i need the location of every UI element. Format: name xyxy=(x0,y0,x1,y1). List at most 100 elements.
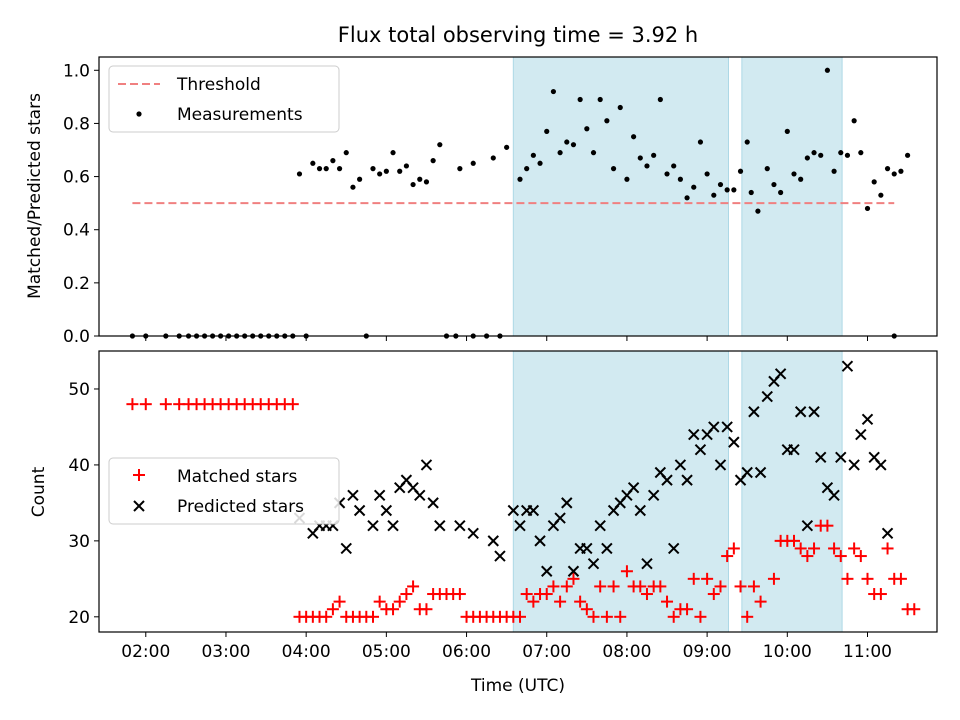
measurement-point xyxy=(884,166,891,172)
measurement-point xyxy=(383,168,389,174)
measurement-point xyxy=(717,181,724,188)
measurement-point xyxy=(310,160,316,166)
measurement-point xyxy=(597,96,603,103)
predicted-star-marker xyxy=(541,565,553,577)
predicted-star-marker xyxy=(641,557,653,570)
matched-star-marker xyxy=(707,588,720,601)
matched-star-marker xyxy=(407,580,420,593)
x-tick-label: 07:00 xyxy=(522,642,571,662)
matched-star-marker xyxy=(574,595,587,608)
matched-star-marker xyxy=(701,572,714,585)
predicted-star-marker xyxy=(681,474,693,486)
predicted-star-marker xyxy=(507,504,520,517)
predicted-star-marker xyxy=(414,489,426,502)
matched-star-marker xyxy=(453,588,466,601)
matched-star-marker xyxy=(661,595,674,608)
matched-star-marker xyxy=(139,398,152,411)
predicted-star-marker xyxy=(667,542,680,555)
measurement-point xyxy=(871,179,877,185)
measurement-point xyxy=(891,171,897,177)
measurement-point xyxy=(437,142,443,148)
x-tick-label: 05:00 xyxy=(362,642,411,662)
measurement-point xyxy=(844,152,851,158)
matched-star-marker xyxy=(801,550,814,563)
matched-star-marker xyxy=(721,550,734,563)
predicted-star-marker xyxy=(420,459,433,471)
matched-star-marker xyxy=(393,595,406,608)
measurement-point xyxy=(524,166,530,172)
matched-star-marker xyxy=(620,565,633,578)
top-shaded-interval-1 xyxy=(741,56,843,337)
matched-star-marker xyxy=(560,580,573,593)
measurement-point xyxy=(330,158,336,164)
measurement-point xyxy=(423,179,430,185)
predicted-star-marker xyxy=(748,406,760,418)
predicted-star-marker xyxy=(494,550,506,562)
measurements-legend-label: Measurements xyxy=(177,105,303,125)
measurement-point xyxy=(390,150,396,156)
predicted-star-marker xyxy=(774,368,787,380)
predicted-star-marker xyxy=(454,519,466,532)
top-axes-frame xyxy=(98,56,938,337)
measurement-point xyxy=(323,166,329,172)
top-legend: Threshold Measurements xyxy=(108,65,340,133)
matched-star-marker xyxy=(333,595,346,608)
matched-star-marker xyxy=(681,603,694,616)
measurement-point xyxy=(550,88,557,95)
measurement-point xyxy=(644,163,650,169)
measurement-point xyxy=(537,160,543,166)
matched-star-marker xyxy=(687,572,700,585)
measurement-point xyxy=(671,163,677,169)
predicted-star-marker xyxy=(794,406,807,418)
predicted-star-marker xyxy=(801,519,814,532)
matched-star-marker xyxy=(126,398,139,411)
matched-star-marker xyxy=(634,580,647,593)
predicted-star-marker xyxy=(634,504,646,517)
measurement-point xyxy=(530,152,536,158)
predicted-star-marker xyxy=(647,489,660,502)
measurement-point xyxy=(664,171,670,177)
matched-star-marker xyxy=(754,595,767,608)
measurement-point xyxy=(570,142,577,148)
chart-title: Flux total observing time = 3.92 h xyxy=(338,23,698,47)
predicted-star-marker xyxy=(587,557,600,570)
matched-star-marker xyxy=(667,610,680,623)
measurement-point xyxy=(851,118,857,124)
measurement-point xyxy=(838,150,844,156)
matched-star-marker xyxy=(808,542,821,555)
matched-star-marker xyxy=(861,572,874,585)
measurement-point xyxy=(490,155,496,161)
predicted-star-marker xyxy=(427,497,439,509)
predicted-star-marker xyxy=(714,459,727,471)
matched-star-marker xyxy=(373,595,386,608)
top-shaded-interval-0 xyxy=(512,56,730,337)
measurement-point xyxy=(691,184,697,190)
bottom-y-axis-label: Count xyxy=(29,466,49,517)
predicted-star-marker xyxy=(387,519,399,532)
measurement-point xyxy=(470,160,476,166)
top-y-tick-label: 0.4 xyxy=(63,221,90,241)
matched-star-marker xyxy=(547,580,560,593)
x-tick-label: 06:00 xyxy=(442,642,491,662)
matched-star-marker xyxy=(587,610,600,623)
matched-star-marker xyxy=(881,542,894,555)
measurements-legend-swatch xyxy=(136,111,142,117)
matched-legend-label: Matched stars xyxy=(177,467,297,487)
top-y-axis-label: Matched/Predicted stars xyxy=(25,93,45,299)
matched-star-marker xyxy=(320,610,333,623)
matched-star-marker xyxy=(854,550,867,563)
predicted-star-marker xyxy=(601,542,613,555)
measurement-point xyxy=(631,134,637,140)
bottom-y-tick-label: 50 xyxy=(68,380,90,400)
measurement-point xyxy=(590,150,597,156)
measurement-point xyxy=(818,152,824,158)
predicted-star-marker xyxy=(674,459,687,471)
measurement-point xyxy=(711,192,717,198)
matched-star-marker xyxy=(874,588,887,601)
matched-star-marker xyxy=(400,588,413,601)
measurement-point xyxy=(624,176,630,182)
measurement-point xyxy=(771,181,777,188)
x-tick-label: 11:00 xyxy=(843,642,892,662)
